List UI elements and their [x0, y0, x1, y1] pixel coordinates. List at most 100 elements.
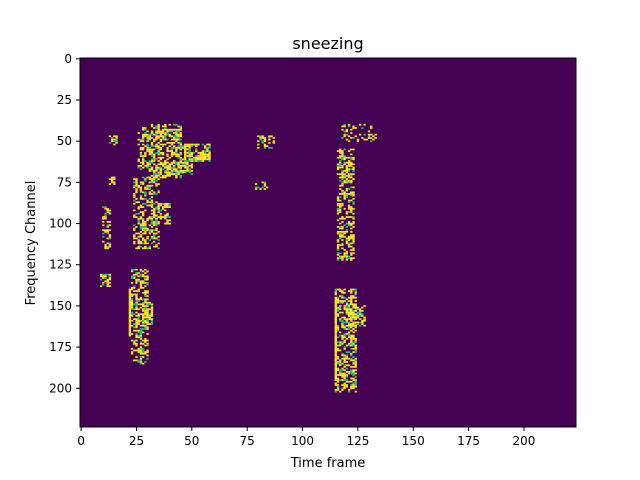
heatmap-cell — [350, 314, 353, 317]
heatmap-cell — [334, 296, 337, 299]
heatmap-cell — [175, 138, 178, 141]
heatmap-cell — [374, 137, 377, 139]
heatmap-cell — [142, 128, 145, 131]
heatmap-cell — [146, 135, 149, 138]
heatmap-cell — [144, 230, 147, 233]
heatmap-cell — [367, 137, 371, 139]
heatmap-cell — [339, 364, 342, 367]
heatmap-cell — [137, 323, 140, 325]
heatmap-cell — [135, 318, 138, 321]
heatmap-cell — [128, 333, 132, 335]
heatmap-cell — [142, 301, 145, 304]
heatmap-cell — [161, 156, 165, 159]
heatmap-cell — [142, 146, 145, 149]
heatmap-cell — [263, 143, 267, 146]
heatmap-cell — [350, 308, 353, 311]
heatmap-cell — [184, 170, 187, 172]
heatmap-cell — [139, 352, 143, 355]
heatmap-cell — [192, 156, 196, 159]
heatmap-cell — [343, 346, 346, 349]
y-tick-label: 125 — [49, 258, 72, 272]
heatmap-cell — [334, 319, 337, 322]
heatmap-cell — [173, 132, 176, 134]
heatmap-cell — [144, 227, 147, 230]
heatmap-cell — [343, 336, 346, 339]
heatmap-cell — [177, 137, 180, 139]
heatmap-cell — [339, 166, 342, 169]
heatmap-cell — [190, 163, 194, 166]
heatmap-cell — [195, 158, 198, 161]
heatmap-cell — [128, 314, 132, 317]
heatmap-cell — [159, 171, 163, 174]
heatmap-cell — [334, 326, 337, 329]
heatmap-cell — [354, 372, 357, 375]
heatmap-cell — [137, 184, 140, 187]
heatmap-cell — [148, 193, 151, 195]
heatmap-cell — [204, 151, 207, 154]
heatmap-cell — [166, 132, 169, 134]
heatmap-cell — [166, 212, 169, 215]
heatmap-cell — [347, 333, 351, 335]
heatmap-cell — [195, 150, 198, 152]
heatmap-cell — [334, 367, 337, 370]
heatmap-cell — [341, 357, 344, 360]
heatmap-cell — [142, 232, 145, 235]
heatmap-cell — [336, 211, 340, 213]
heatmap-cell — [133, 224, 136, 227]
heatmap-cell — [204, 158, 207, 161]
heatmap-cell — [115, 138, 118, 141]
heatmap-cell — [341, 181, 344, 184]
heatmap-cell — [354, 313, 357, 316]
heatmap-cell — [345, 303, 349, 306]
heatmap-cell — [341, 321, 344, 324]
heatmap-cell — [157, 202, 160, 205]
heatmap-cell — [146, 311, 149, 314]
heatmap-cell — [106, 273, 109, 276]
heatmap-cell — [352, 331, 355, 334]
heatmap-cell — [139, 165, 143, 167]
heatmap-cell — [347, 201, 351, 204]
heatmap-cell — [175, 130, 178, 133]
heatmap-cell — [341, 235, 344, 238]
heatmap-cell — [352, 316, 355, 319]
heatmap-cell — [139, 338, 143, 340]
heatmap-cell — [135, 303, 138, 306]
heatmap-cell — [352, 306, 355, 309]
heatmap-cell — [139, 347, 143, 350]
heatmap-cell — [204, 145, 207, 148]
heatmap-cell — [135, 184, 138, 187]
heatmap-cell — [150, 216, 154, 218]
heatmap-cell — [352, 305, 355, 307]
heatmap-cell — [352, 201, 355, 204]
heatmap-cell — [102, 221, 105, 223]
heatmap-cell — [339, 155, 342, 157]
heatmap-cell — [102, 216, 105, 218]
heatmap-cell — [343, 326, 346, 329]
heatmap-cell — [146, 357, 149, 360]
heatmap-cell — [354, 375, 357, 378]
heatmap-cell — [144, 232, 147, 235]
heatmap-cell — [341, 290, 344, 292]
heatmap-cell — [142, 226, 145, 228]
heatmap-cell — [345, 161, 349, 164]
heatmap-cell — [150, 189, 154, 192]
heatmap-cell — [137, 222, 140, 225]
heatmap-cell — [157, 142, 160, 144]
heatmap-cell — [139, 181, 143, 184]
heatmap-cell — [142, 247, 145, 250]
heatmap-cell — [173, 151, 176, 154]
heatmap-cell — [179, 171, 182, 174]
heatmap-cell — [108, 235, 112, 238]
heatmap-cell — [339, 244, 342, 246]
heatmap-cell — [144, 344, 147, 347]
heatmap-cell — [135, 326, 138, 329]
heatmap-cell — [347, 310, 351, 312]
heatmap-cell — [137, 349, 140, 352]
heatmap-cell — [359, 318, 362, 321]
heatmap-cell — [164, 165, 167, 167]
heatmap-cell — [144, 222, 147, 225]
heatmap-cell — [161, 206, 165, 208]
heatmap-cell — [350, 235, 353, 238]
heatmap-cell — [336, 377, 340, 380]
heatmap-cell — [148, 178, 151, 180]
